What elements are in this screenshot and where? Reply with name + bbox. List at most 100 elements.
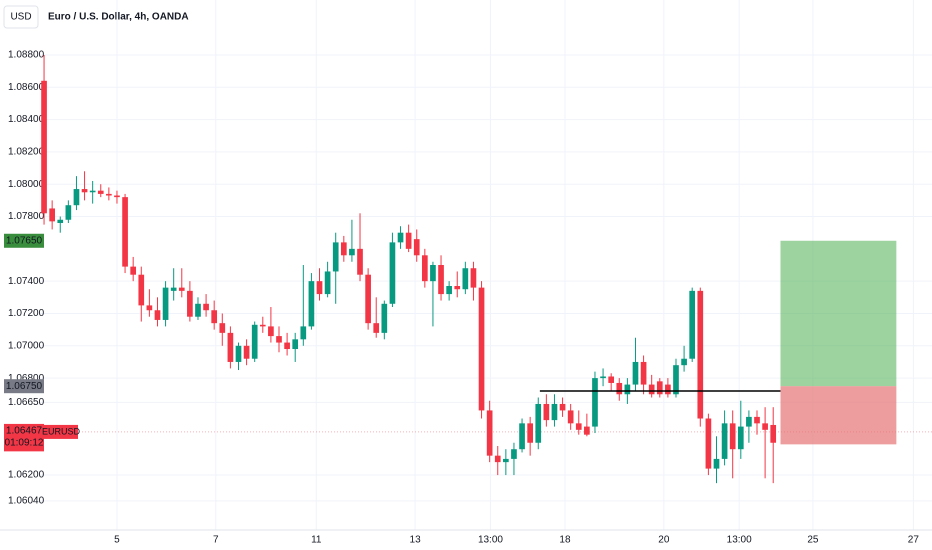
y-tick-label: 1.06040 bbox=[8, 496, 45, 507]
candle-body bbox=[162, 287, 169, 320]
x-tick-label: 13:00 bbox=[727, 535, 752, 546]
candle-body bbox=[251, 324, 258, 359]
countdown-label: 01:09:12 bbox=[5, 438, 44, 449]
x-tick-label: 13 bbox=[410, 535, 422, 546]
target-label: 1.07650 bbox=[6, 235, 43, 246]
candle-body bbox=[49, 208, 55, 222]
x-tick-label: 5 bbox=[114, 535, 120, 546]
candle-body bbox=[227, 332, 234, 362]
candle-body bbox=[73, 189, 80, 206]
candle-body bbox=[235, 345, 242, 362]
candle-body bbox=[397, 232, 404, 243]
stop-zone bbox=[780, 386, 897, 445]
candle-body bbox=[41, 80, 47, 214]
candle-body bbox=[737, 426, 744, 450]
candle-body bbox=[559, 403, 566, 411]
candle-body bbox=[268, 326, 274, 337]
candle-body bbox=[365, 274, 371, 324]
candle-body bbox=[632, 361, 639, 385]
candle-body bbox=[405, 232, 412, 249]
symbol-title: Euro / U.S. Dollar, 4h, OANDA bbox=[48, 12, 189, 23]
candle-body bbox=[486, 410, 493, 456]
entry-label: 1.06750 bbox=[6, 381, 43, 392]
y-tick-label: 1.06800 bbox=[8, 373, 45, 384]
candle-body bbox=[438, 265, 444, 295]
y-tick-label: 1.08400 bbox=[8, 114, 45, 125]
candle-body bbox=[421, 255, 428, 282]
candle-body bbox=[292, 339, 299, 350]
candle-body bbox=[357, 248, 363, 275]
candle-body bbox=[697, 290, 704, 419]
candle-body bbox=[600, 376, 606, 379]
candle-body bbox=[511, 449, 517, 459]
candle-body bbox=[308, 281, 315, 327]
candle-body bbox=[300, 326, 307, 340]
candle-body bbox=[519, 423, 525, 450]
candle-body bbox=[106, 193, 112, 196]
x-tick-label: 7 bbox=[213, 535, 219, 546]
candle-body bbox=[81, 189, 88, 193]
candle-body bbox=[575, 423, 582, 430]
candle-body bbox=[130, 266, 137, 275]
last-badge bbox=[4, 423, 44, 450]
candle-body bbox=[478, 287, 485, 411]
candle-body bbox=[705, 418, 712, 469]
candle-body bbox=[114, 195, 120, 198]
candle-body bbox=[713, 458, 720, 469]
candle-body bbox=[681, 358, 687, 366]
candle-body bbox=[178, 287, 185, 291]
candle-body bbox=[656, 381, 663, 395]
x-tick-label: 13:00 bbox=[478, 535, 503, 546]
candle-body bbox=[616, 382, 623, 395]
y-tick-label: 1.07800 bbox=[8, 211, 45, 222]
candle-body bbox=[284, 342, 290, 350]
candle-body bbox=[373, 323, 380, 333]
candle-body bbox=[259, 324, 266, 327]
candle-body bbox=[203, 303, 209, 311]
candle-body bbox=[195, 303, 201, 317]
candle-body bbox=[138, 274, 145, 306]
y-tick-label: 1.06200 bbox=[8, 470, 45, 481]
candle-body bbox=[543, 403, 550, 421]
y-tick-label: 1.07200 bbox=[8, 308, 45, 319]
candle-body bbox=[551, 403, 558, 421]
candle-body bbox=[721, 423, 728, 459]
candle-body bbox=[413, 239, 420, 256]
symbol-badge bbox=[44, 424, 78, 439]
candle-body bbox=[146, 305, 153, 311]
candle-body bbox=[648, 384, 655, 395]
target-zone bbox=[780, 240, 897, 387]
candle-body bbox=[243, 345, 250, 359]
target-badge bbox=[4, 233, 44, 248]
y-tick-label: 1.08600 bbox=[8, 82, 45, 93]
symbol-label: EURUSD bbox=[42, 426, 81, 436]
candle-body bbox=[89, 190, 96, 193]
x-tick-label: 25 bbox=[807, 535, 819, 546]
candle-body bbox=[381, 303, 388, 333]
currency-button[interactable] bbox=[3, 5, 39, 29]
x-tick-label: 11 bbox=[311, 535, 322, 546]
y-tick-label: 1.08800 bbox=[8, 50, 45, 61]
x-tick-label: 27 bbox=[908, 535, 920, 546]
candle-body bbox=[746, 416, 752, 427]
candle-body bbox=[446, 286, 452, 295]
candle-body bbox=[187, 290, 193, 317]
y-tick-label: 1.08000 bbox=[8, 179, 45, 190]
candle-body bbox=[276, 336, 282, 343]
candle-body bbox=[592, 378, 598, 427]
candle-body bbox=[154, 310, 161, 320]
candle-body bbox=[170, 287, 177, 291]
y-tick-label: 1.07400 bbox=[8, 276, 45, 287]
candle-body bbox=[454, 286, 461, 290]
candle-body bbox=[349, 248, 355, 256]
candle-body bbox=[567, 410, 574, 424]
candle-body bbox=[470, 268, 477, 288]
candle-body bbox=[608, 376, 615, 383]
candle-body bbox=[535, 403, 542, 443]
candle-body bbox=[389, 242, 396, 304]
candle-body bbox=[494, 455, 501, 463]
x-tick-label: 20 bbox=[658, 535, 670, 546]
candle-body bbox=[462, 268, 469, 290]
